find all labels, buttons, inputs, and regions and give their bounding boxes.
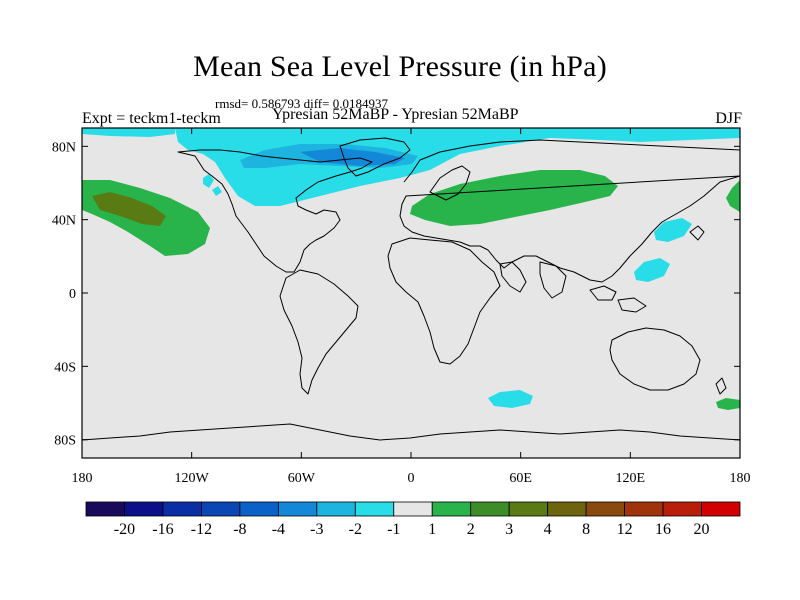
colorbar [85, 501, 741, 517]
colorbar-swatch [277, 501, 318, 517]
colorbar-label: 1 [428, 521, 436, 538]
experiment-label: Expt = teckm1-teckm [82, 110, 221, 127]
x-tick-label: 0 [408, 471, 415, 486]
x-tick-label: 60W [288, 471, 316, 486]
colorbar-swatch [316, 501, 356, 517]
y-tick-label: 80N [52, 140, 76, 155]
eurasia-positive-anomaly [410, 170, 618, 226]
season-label: DJF [715, 110, 742, 127]
y-tick-labels: 80N 40N 0 40S 80S [52, 140, 76, 448]
colorbar-label: 12 [617, 521, 633, 538]
colorbar-swatch [124, 501, 164, 517]
east-asia-negative-1 [654, 218, 692, 242]
x-tick-label: 180 [730, 471, 751, 486]
coast-australia [609, 327, 701, 391]
y-tick-label: 80S [54, 434, 76, 449]
period-label: Ypresian 52MaBP - Ypresian 52MaBP [272, 106, 519, 123]
x-tick-label: 60E [509, 471, 532, 486]
colorbar-swatch [662, 501, 702, 517]
colorbar-swatch [162, 501, 202, 517]
colorbar-label: 4 [544, 521, 552, 538]
colorbar-label: 16 [655, 521, 671, 538]
colorbar-label: 8 [582, 521, 590, 538]
colorbar-label: -4 [272, 521, 285, 538]
colorbar-swatch [585, 501, 625, 517]
colorbar-swatch [85, 501, 125, 517]
x-ticks [81, 128, 741, 458]
colorbar-label: -2 [349, 521, 362, 538]
coast-south-america [279, 269, 359, 395]
colorbar-swatch [470, 501, 510, 517]
anomaly-shading [82, 128, 740, 410]
stats-label: rmsd= 0.586793 diff= 0.0184937 [215, 96, 388, 111]
coast-new-zealand [715, 377, 727, 395]
colorbar-swatch [354, 501, 395, 517]
colorbar-labels: -20 -16 -12 -8 -4 -3 -2 -1 1 2 3 4 8 12 16 20 [114, 521, 710, 538]
coast-greenland [339, 137, 411, 177]
colorbar-label: -12 [191, 521, 212, 538]
colorbar-label: -3 [310, 521, 323, 538]
x-tick-label: 120E [616, 471, 646, 486]
alaska-small-cyan-2 [212, 186, 222, 196]
y-tick-label: 0 [69, 287, 76, 302]
y-tick-label: 40N [52, 214, 76, 229]
coast-eurasia [399, 139, 740, 283]
colorbar-label: 2 [467, 521, 475, 538]
colorbar-swatch [547, 501, 587, 517]
colorbar-swatch [393, 501, 433, 517]
alaska-small-cyan [203, 174, 214, 188]
plot-title: Mean Sea Level Pressure (in hPa) [193, 50, 607, 83]
colorbar-label: -8 [233, 521, 246, 538]
colorbar-swatch [624, 501, 664, 517]
colorbar-label: -16 [152, 521, 173, 538]
southern-ocean-negative [488, 390, 533, 408]
colorbar-label: -1 [387, 521, 400, 538]
y-ticks [82, 145, 740, 441]
coast-japan [689, 225, 705, 241]
colorbar-swatch [508, 501, 549, 517]
colorbar-swatch [701, 501, 741, 517]
colorbar-label: 3 [505, 521, 513, 538]
east-edge-positive-anomaly [726, 180, 740, 212]
x-tick-label: 120W [175, 471, 210, 486]
coast-africa [387, 237, 501, 365]
x-tick-labels: 180 120W 60W 0 60E 120E 180 [72, 471, 751, 486]
coast-india [499, 261, 567, 299]
east-asia-negative-2 [634, 258, 670, 282]
colorbar-swatch [201, 501, 241, 517]
map-background [82, 128, 740, 458]
colorbar-swatch [239, 501, 279, 517]
southeast-positive-anomaly [716, 398, 740, 410]
colorbar-label: -20 [114, 521, 135, 538]
coastlines [82, 137, 740, 441]
arctic-left-cyan [82, 128, 175, 137]
coast-se-asia [589, 285, 647, 313]
coast-antarctica [82, 423, 740, 441]
coast-north-america [177, 149, 373, 273]
x-tick-label: 180 [72, 471, 93, 486]
pacific-plus3-anomaly [92, 192, 166, 226]
colorbar-label: 20 [694, 521, 710, 538]
y-tick-label: 40S [54, 360, 76, 375]
coast-scandinavia [429, 165, 471, 201]
colorbar-swatch [431, 501, 472, 517]
